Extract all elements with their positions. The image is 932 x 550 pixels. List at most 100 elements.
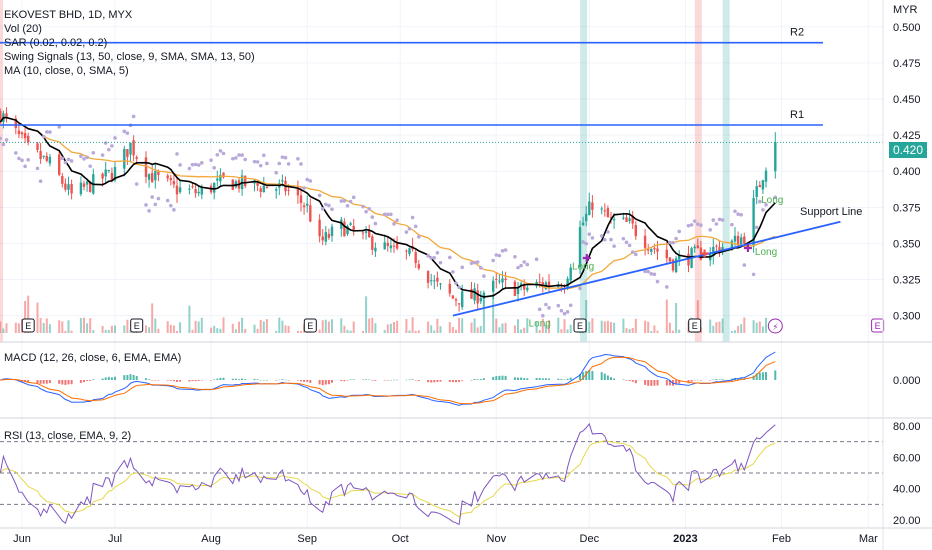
- rsi-legend[interactable]: RSI (13, close, EMA, 9, 2): [4, 430, 132, 442]
- sar-dot: [265, 161, 269, 166]
- legend-symbol[interactable]: EKOVEST BHD, 1D, MYX: [4, 9, 133, 21]
- sar-dot: [221, 151, 226, 156]
- volume-bar: [408, 330, 411, 333]
- macd-histogram-bar: [538, 377, 541, 380]
- candle-body: [371, 236, 374, 250]
- price-tick-label: 0.500: [893, 22, 921, 34]
- sar-dot: [110, 144, 114, 148]
- volume-bar: [169, 324, 172, 333]
- sar-dot: [35, 166, 40, 171]
- sar-dot: [454, 281, 458, 285]
- candle-body: [275, 189, 278, 191]
- sar-dot: [103, 141, 108, 145]
- sar-dot: [751, 272, 756, 277]
- macd-histogram-bar: [476, 379, 479, 380]
- rsi-tick-label: 80.00: [893, 421, 921, 433]
- sar-dot: [599, 234, 604, 238]
- legend-sar[interactable]: SAR (0.02, 0.02, 0.2): [4, 37, 108, 49]
- candle-body: [110, 172, 114, 181]
- candle-body: [82, 183, 86, 187]
- sar-dot: [255, 160, 260, 164]
- candle-body: [631, 215, 634, 224]
- legend-ma[interactable]: MA (10, close, 0, SMA, 5): [4, 65, 129, 77]
- macd-histogram-bar: [259, 379, 262, 381]
- sar-dot: [66, 157, 71, 162]
- macd-histogram-bar: [340, 380, 343, 382]
- candle-body: [643, 235, 647, 249]
- macd-histogram-bar: [535, 377, 538, 380]
- sar-dot: [0, 136, 3, 141]
- candle-body: [479, 297, 482, 302]
- sar-dot: [417, 235, 421, 239]
- candle-body: [296, 187, 300, 196]
- sar-dot: [60, 156, 65, 161]
- volume-bar: [622, 318, 625, 333]
- grid-lines: [0, 0, 883, 528]
- sar-dot: [525, 262, 530, 267]
- candle-body: [349, 223, 352, 225]
- macd-histogram-bar: [501, 375, 504, 380]
- volume-bar: [265, 319, 268, 333]
- sar-dot: [460, 265, 465, 270]
- macd-histogram-bar: [436, 380, 439, 383]
- candle-body: [39, 151, 42, 160]
- legend-swing-signals[interactable]: Swing Signals (13, 50, close, 9, SMA, SM…: [4, 51, 255, 63]
- macd-histogram-bar: [157, 380, 160, 381]
- candle-body: [743, 236, 746, 244]
- macd-histogram-bar: [110, 377, 113, 380]
- macd-histogram-bar: [222, 377, 225, 380]
- candle-body: [721, 246, 724, 251]
- volume-bar: [383, 330, 386, 333]
- macd-histogram-bar: [628, 380, 631, 382]
- earnings-marker-label: E: [134, 321, 140, 331]
- volume-bar: [566, 329, 569, 333]
- macd-histogram-bar: [544, 378, 547, 380]
- sar-dot: [296, 157, 300, 161]
- sar-dot: [317, 193, 322, 198]
- candle-body: [126, 149, 129, 158]
- dividend-marker: [767, 318, 783, 334]
- macd-histogram-bar: [278, 379, 281, 381]
- volume-bar: [755, 322, 758, 333]
- sar-dot: [392, 222, 396, 226]
- volume-bar: [712, 325, 715, 333]
- volume-bar: [656, 330, 659, 333]
- sar-dot: [494, 253, 499, 257]
- macd-histogram-bar: [64, 380, 67, 385]
- signal-band: [0, 0, 3, 342]
- volume-bar: [191, 329, 194, 333]
- candle-body: [622, 217, 625, 219]
- sar-dot: [603, 237, 607, 242]
- macd-histogram-bar: [752, 375, 755, 380]
- candle-body: [48, 156, 52, 164]
- volume-bar: [70, 330, 73, 333]
- candle-body: [699, 247, 703, 260]
- long-signal-label: Long: [761, 195, 783, 206]
- volume-bar: [27, 295, 30, 333]
- sar-dot: [696, 222, 700, 226]
- candle-body: [647, 249, 650, 251]
- candle-body: [299, 195, 303, 204]
- earnings-marker-label: E: [25, 321, 31, 331]
- sar-dot: [537, 307, 542, 312]
- sar-dot: [479, 266, 483, 270]
- legend-volume[interactable]: Vol (20): [4, 23, 42, 35]
- rsi-pane[interactable]: [0, 422, 883, 526]
- macd-histogram-bar: [653, 380, 656, 386]
- macd-histogram-bar: [129, 374, 132, 380]
- sar-dot: [280, 155, 285, 159]
- sar-dot: [711, 218, 716, 222]
- candle-body: [668, 257, 672, 262]
- sar-dot: [57, 125, 61, 129]
- sar-dot: [41, 134, 46, 139]
- volume-bar: [148, 327, 151, 333]
- macd-histogram-bar: [346, 380, 349, 381]
- last-price-tag: 0.420: [889, 142, 927, 158]
- volume-bar: [5, 323, 8, 333]
- macd-legend[interactable]: MACD (12, 26, close, 6, EMA, EMA): [4, 352, 182, 364]
- macd-histogram-bar: [48, 380, 51, 384]
- macd-pane[interactable]: [0, 351, 777, 406]
- volume-bar: [730, 330, 733, 333]
- rsi-line: [0, 422, 776, 526]
